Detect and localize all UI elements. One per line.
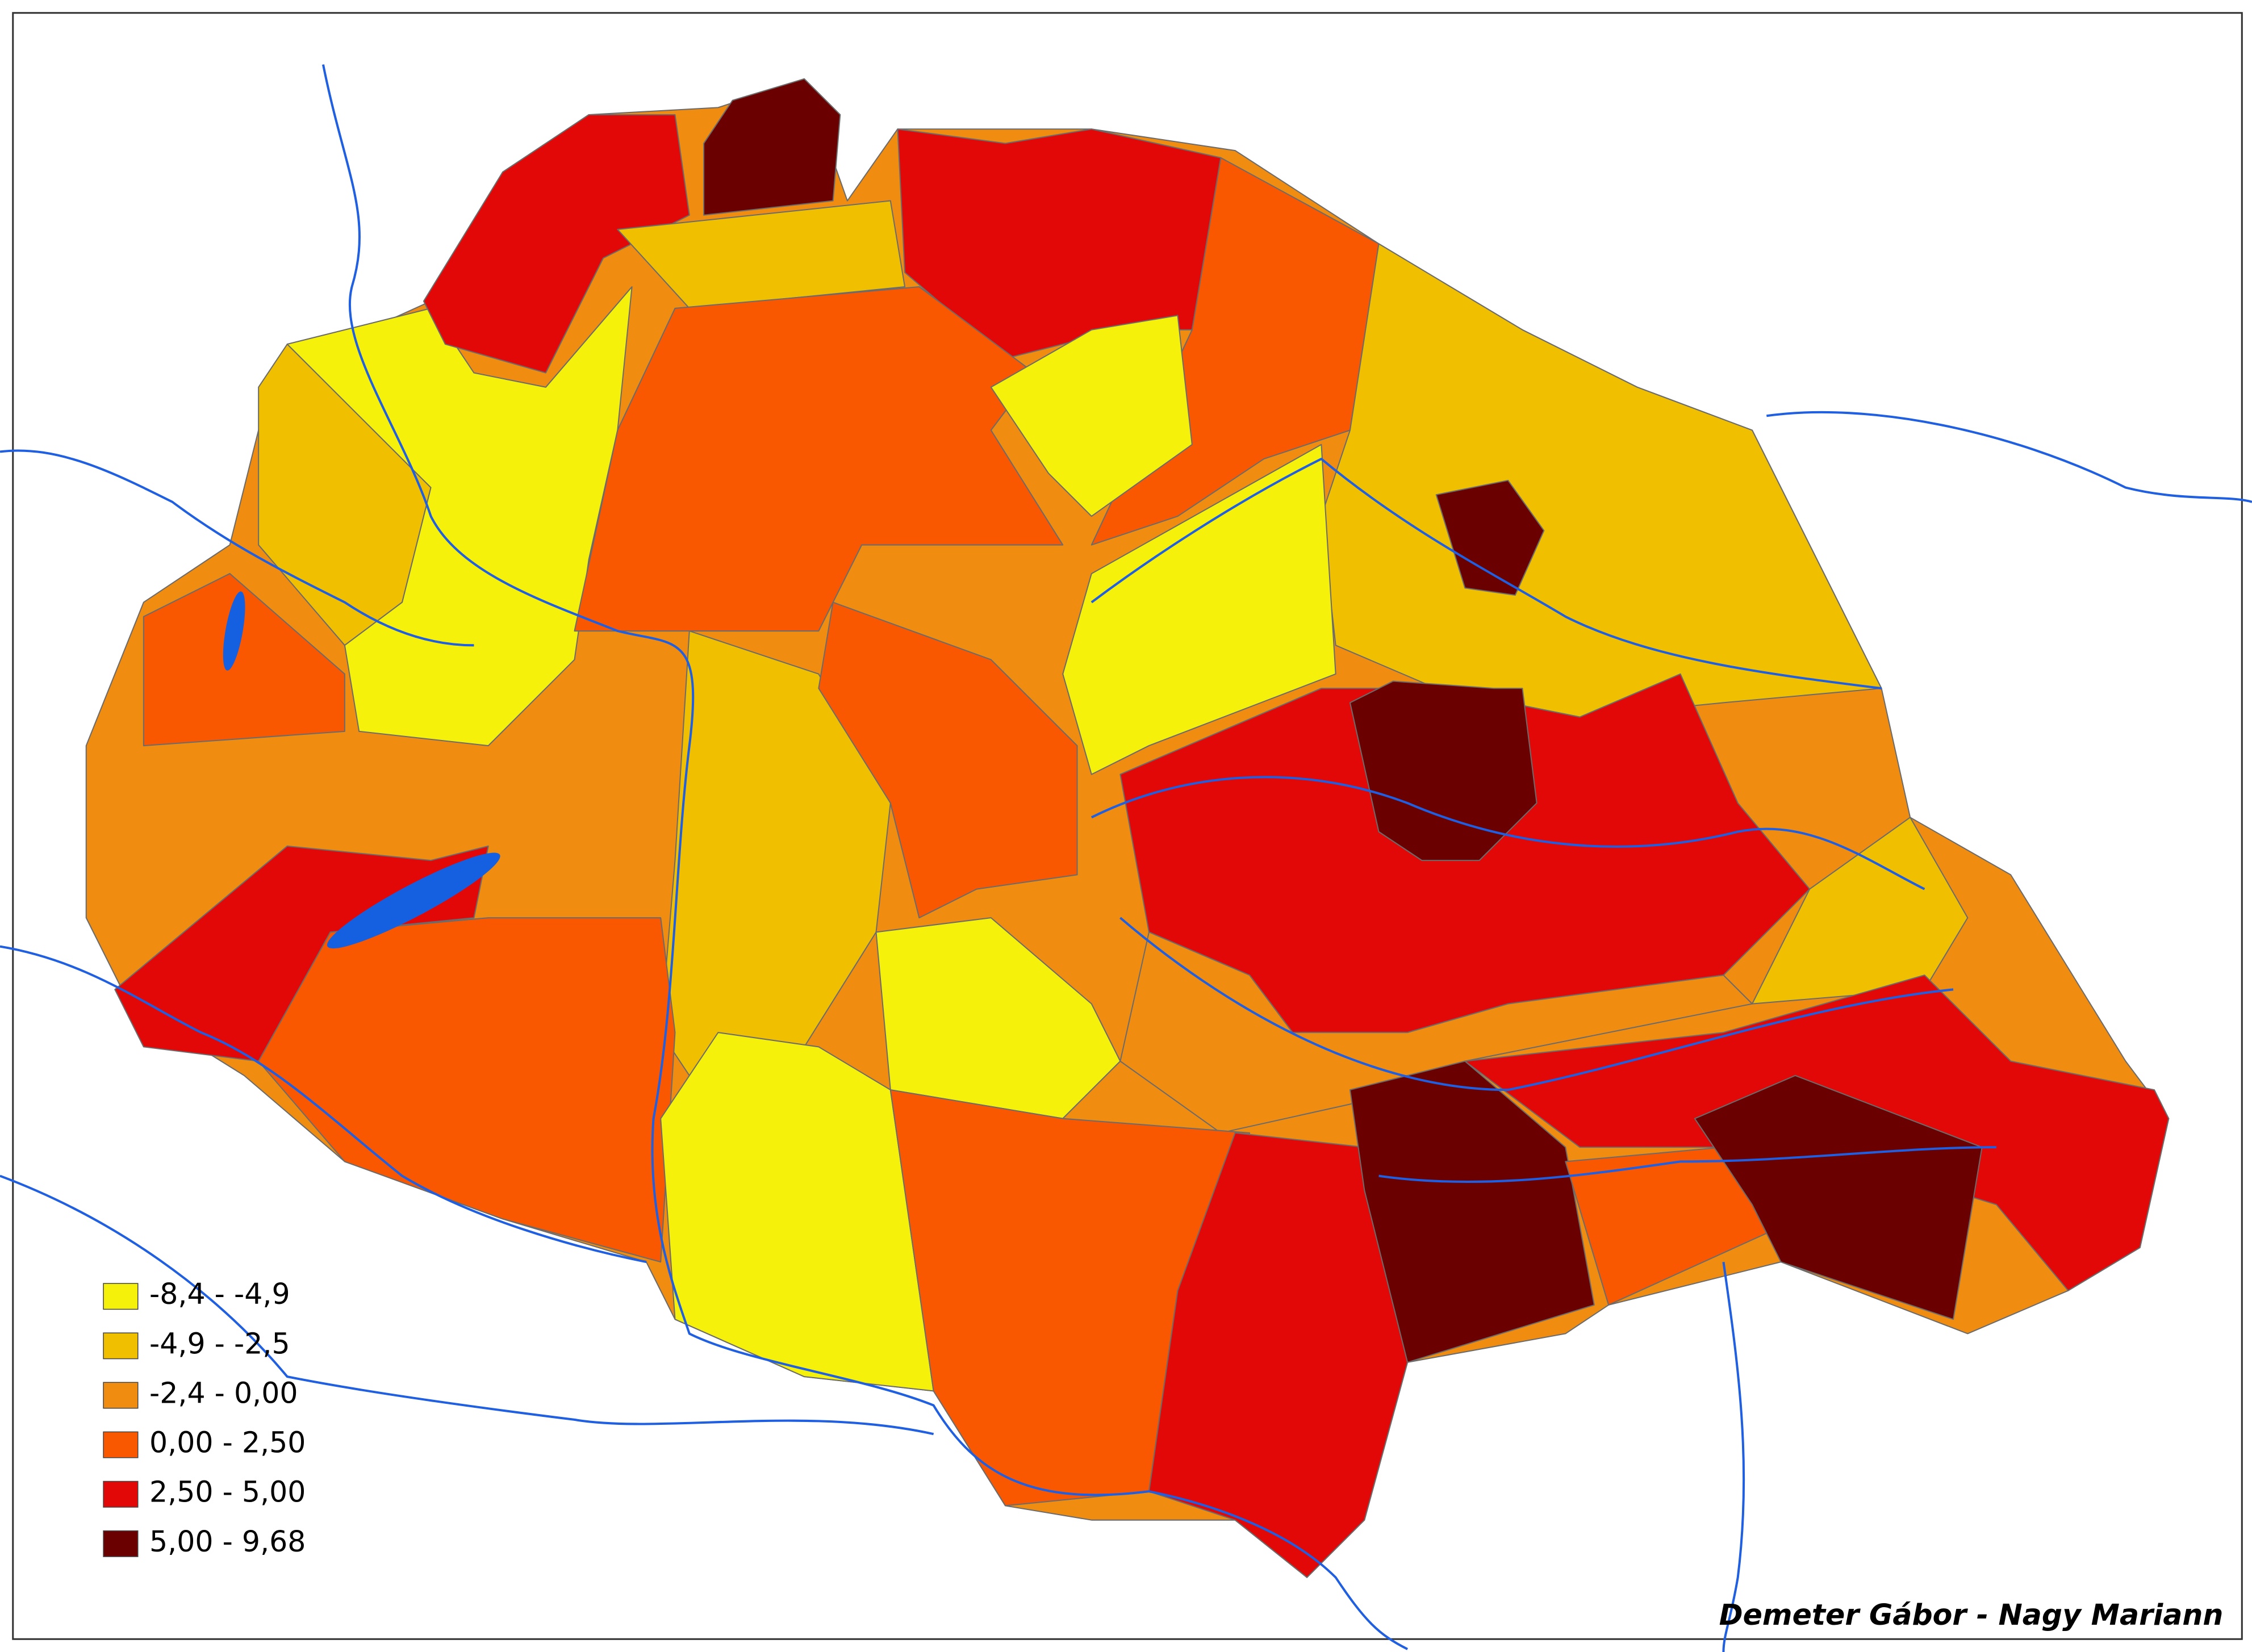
- region: [818, 601, 1078, 919]
- legend-swatch: [103, 1332, 139, 1360]
- legend-label: 2,50 - 5,00: [149, 1475, 306, 1509]
- legend-label: -2,4 - 0,00: [149, 1377, 298, 1410]
- region: [1752, 817, 1969, 1005]
- legend-label: -4,9 - -2,5: [149, 1327, 290, 1360]
- region: [703, 78, 841, 216]
- region: [990, 315, 1193, 517]
- credit: Demeter Gábor - Nagy Mariann: [1719, 1598, 2224, 1632]
- river: [1119, 917, 1954, 1091]
- river: [1378, 1146, 1996, 1183]
- river: [0, 1174, 934, 1436]
- legend-swatch: [103, 1480, 139, 1508]
- legend-swatch: [103, 1431, 139, 1458]
- legend-swatch: [103, 1382, 139, 1409]
- region: [574, 286, 1064, 632]
- legend-label: -8,4 - -4,9: [149, 1277, 290, 1311]
- region: [1349, 680, 1537, 861]
- region: [143, 573, 345, 747]
- region: [1062, 444, 1336, 775]
- legend-swatch: [103, 1283, 139, 1310]
- region: [1694, 1074, 1983, 1320]
- river: [1766, 411, 2252, 503]
- rivers: [0, 64, 2252, 1652]
- legend: -8,4 - -4,9 -4,9 - -2,5 -2,4 - 0,00 0,00 - …: [103, 1277, 306, 1558]
- legend-label: 0,00 - 2,50: [149, 1426, 306, 1459]
- river: [1091, 776, 1925, 890]
- river: [1722, 1261, 1745, 1652]
- lake: [327, 852, 500, 949]
- river: [1091, 458, 1882, 690]
- region: [423, 114, 690, 374]
- river: [0, 449, 474, 647]
- regions: [85, 78, 2170, 1578]
- legend-swatch: [103, 1530, 139, 1557]
- lake: [223, 591, 245, 671]
- region: [1435, 479, 1545, 596]
- river: [321, 64, 1409, 1650]
- region: [1119, 931, 1753, 1134]
- region: [1349, 1060, 1595, 1363]
- legend-label: 5,00 - 9,68: [149, 1525, 306, 1558]
- region: [617, 200, 906, 309]
- river: [0, 945, 647, 1264]
